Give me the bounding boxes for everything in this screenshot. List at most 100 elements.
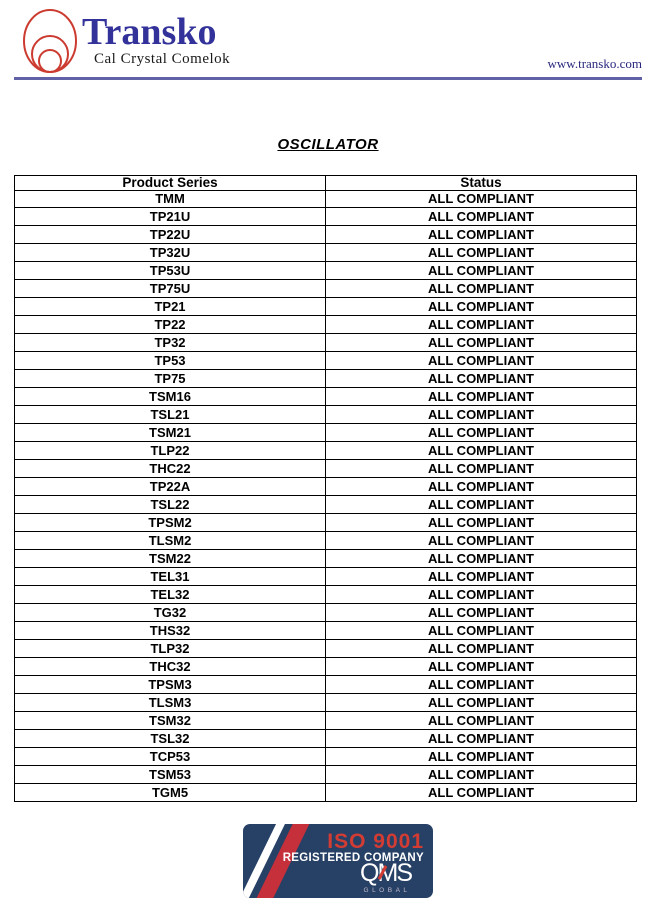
product-series-cell: TSL22 <box>14 495 326 515</box>
product-series-cell: TGM5 <box>14 782 326 803</box>
table-row: TSM32 ALL COMPLIANT <box>14 711 637 731</box>
product-series-cell: TSM53 <box>14 765 326 784</box>
product-series-cell: TP32 <box>14 333 326 353</box>
status-cell: ALL COMPLIANT <box>325 207 637 227</box>
table-row: THC32 ALL COMPLIANT <box>14 657 637 677</box>
table-header-row: Product Series Status <box>14 175 637 191</box>
table-row: TLP32 ALL COMPLIANT <box>14 639 637 659</box>
table-row: TP21U ALL COMPLIANT <box>14 207 637 227</box>
product-series-cell: TP32U <box>14 243 326 263</box>
product-series-cell: TLSM3 <box>14 693 326 713</box>
status-cell: ALL COMPLIANT <box>325 477 637 497</box>
status-cell: ALL COMPLIANT <box>325 657 637 677</box>
product-series-cell: TSL21 <box>14 405 326 425</box>
iso-9001-badge: ISO 9001 REGISTERED COMPANY QMS GLOBAL <box>243 824 433 898</box>
status-cell: ALL COMPLIANT <box>325 621 637 641</box>
table-row: TPSM3 ALL COMPLIANT <box>14 675 637 695</box>
table-row: TP75U ALL COMPLIANT <box>14 279 637 299</box>
status-cell: ALL COMPLIANT <box>325 729 637 749</box>
product-series-cell: TLP32 <box>14 639 326 659</box>
status-cell: ALL COMPLIANT <box>325 513 637 533</box>
table-row: THS32 ALL COMPLIANT <box>14 621 637 641</box>
table-row: TSM22 ALL COMPLIANT <box>14 549 637 569</box>
status-cell: ALL COMPLIANT <box>325 423 637 443</box>
status-cell: ALL COMPLIANT <box>325 747 637 766</box>
qms-global-label: GLOBAL <box>363 887 411 894</box>
product-series-cell: TSM22 <box>14 549 326 569</box>
table-row: TSM16 ALL COMPLIANT <box>14 387 637 407</box>
table-row: TLP22 ALL COMPLIANT <box>14 441 637 461</box>
table-row: TSM21 ALL COMPLIANT <box>14 423 637 443</box>
status-cell: ALL COMPLIANT <box>325 279 637 299</box>
status-cell: ALL COMPLIANT <box>325 639 637 659</box>
status-cell: ALL COMPLIANT <box>325 333 637 353</box>
product-series-cell: TG32 <box>14 603 326 623</box>
product-series-cell: THC32 <box>14 657 326 677</box>
table-body: TMM ALL COMPLIANT TP21U ALL COMPLIANT TP22U A… <box>14 189 637 803</box>
table-row: TMM ALL COMPLIANT <box>14 189 637 209</box>
status-cell: ALL COMPLIANT <box>325 782 637 803</box>
table-row: TEL32 ALL COMPLIANT <box>14 585 637 605</box>
qms-logo: QMS GLOBAL <box>360 861 413 895</box>
status-cell: ALL COMPLIANT <box>325 405 637 425</box>
registered-company-label: REGISTERED COMPANY <box>282 852 424 864</box>
transko-logo: Transko Cal Crystal Comelok <box>22 8 230 76</box>
status-cell: ALL COMPLIANT <box>325 441 637 461</box>
product-series-cell: TSM21 <box>14 423 326 443</box>
product-series-cell: TSM16 <box>14 387 326 407</box>
status-cell: ALL COMPLIANT <box>325 369 637 389</box>
table-row: TP53 ALL COMPLIANT <box>14 351 637 371</box>
product-series-cell: TP22U <box>14 225 326 245</box>
product-series-cell: TEL31 <box>14 567 326 587</box>
website-link[interactable]: www.transko.com <box>547 56 642 71</box>
product-series-cell: TP75U <box>14 279 326 299</box>
iso-9001-label: ISO 9001 <box>327 830 424 853</box>
status-cell: ALL COMPLIANT <box>325 567 637 587</box>
product-series-cell: TP21U <box>14 207 326 227</box>
product-series-cell: TSL32 <box>14 729 326 749</box>
status-cell: ALL COMPLIANT <box>325 387 637 407</box>
status-cell: ALL COMPLIANT <box>325 459 637 479</box>
product-series-cell: TP53 <box>14 351 326 371</box>
status-cell: ALL COMPLIANT <box>325 585 637 605</box>
product-series-cell: TP53U <box>14 261 326 281</box>
table-row: TG32 ALL COMPLIANT <box>14 603 637 623</box>
status-cell: ALL COMPLIANT <box>325 531 637 551</box>
badge-text-block: ISO 9001 REGISTERED COMPANY <box>283 831 424 865</box>
table-row: TP75 ALL COMPLIANT <box>14 369 637 389</box>
table-row: TP22A ALL COMPLIANT <box>14 477 637 497</box>
table-row: THC22 ALL COMPLIANT <box>14 459 637 479</box>
status-cell: ALL COMPLIANT <box>325 351 637 371</box>
status-cell: ALL COMPLIANT <box>325 315 637 335</box>
status-cell: ALL COMPLIANT <box>325 261 637 281</box>
table-row: TP32U ALL COMPLIANT <box>14 243 637 263</box>
status-cell: ALL COMPLIANT <box>325 675 637 695</box>
header-divider <box>14 77 642 80</box>
product-series-cell: TSM32 <box>14 711 326 731</box>
status-cell: ALL COMPLIANT <box>325 549 637 569</box>
product-series-cell: TP21 <box>14 297 326 317</box>
column-header-product-series: Product Series <box>14 175 326 191</box>
table-row: TCP53 ALL COMPLIANT <box>14 747 637 766</box>
product-series-cell: TEL32 <box>14 585 326 605</box>
column-header-status: Status <box>325 175 637 191</box>
brand-name: Transko <box>82 11 217 53</box>
status-cell: ALL COMPLIANT <box>325 225 637 245</box>
table-row: TSL21 ALL COMPLIANT <box>14 405 637 425</box>
product-series-cell: TLP22 <box>14 441 326 461</box>
title-wrap: OSCILLATOR <box>0 136 656 154</box>
table-row: TP21 ALL COMPLIANT <box>14 297 637 317</box>
product-series-cell: THC22 <box>14 459 326 479</box>
product-series-cell: TP22 <box>14 315 326 335</box>
table-row: TP32 ALL COMPLIANT <box>14 333 637 353</box>
status-cell: ALL COMPLIANT <box>325 603 637 623</box>
table-row: TP53U ALL COMPLIANT <box>14 261 637 281</box>
status-cell: ALL COMPLIANT <box>325 495 637 515</box>
product-series-cell: TMM <box>14 189 326 209</box>
status-cell: ALL COMPLIANT <box>325 243 637 263</box>
table-row: TLSM3 ALL COMPLIANT <box>14 693 637 713</box>
brand-text-block: Transko Cal Crystal Comelok <box>82 11 231 68</box>
table-row: TEL31 ALL COMPLIANT <box>14 567 637 587</box>
brand-tagline: Cal Crystal Comelok <box>94 51 231 67</box>
